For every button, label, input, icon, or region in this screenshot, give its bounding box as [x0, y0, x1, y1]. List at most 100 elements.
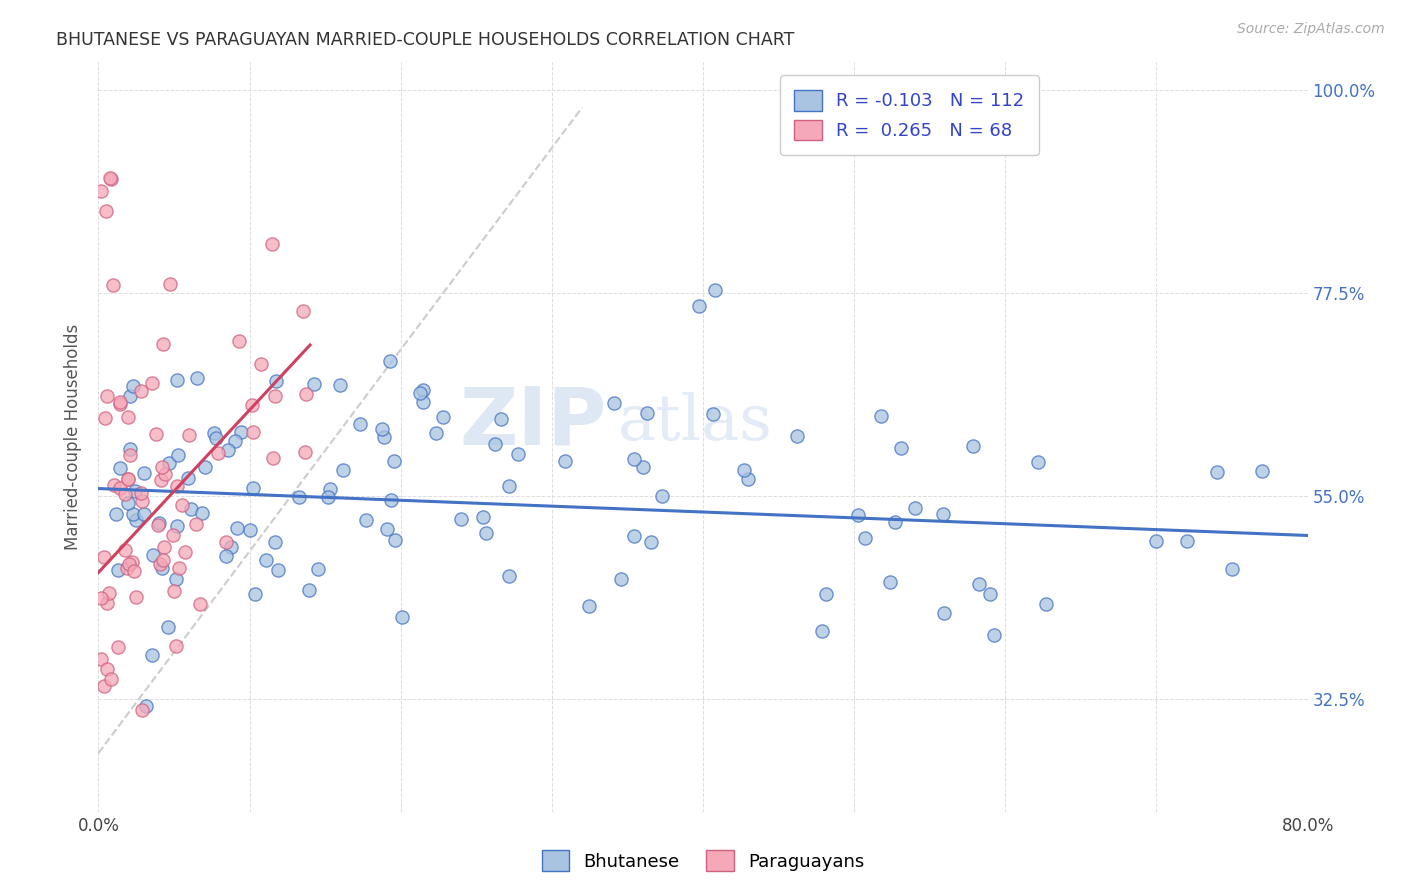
Point: [1251, 464, 1274, 478]
Point: [156, 620, 179, 634]
Point: [167, 560, 190, 574]
Point: [219, 541, 242, 555]
Point: [108, 397, 131, 411]
Point: [150, 560, 173, 574]
Legend: R = -0.103   N = 112, R =  0.265   N = 68: R = -0.103 N = 112, R = 0.265 N = 68: [780, 75, 1039, 155]
Point: [202, 425, 225, 440]
Point: [786, 429, 808, 443]
Text: BHUTANESE VS PARAGUAYAN MARRIED-COUPLE HOUSEHOLDS CORRELATION CHART: BHUTANESE VS PARAGUAYAN MARRIED-COUPLE H…: [56, 31, 794, 49]
Point: [239, 523, 262, 537]
Point: [96, 389, 118, 403]
Point: [110, 481, 132, 495]
Point: [226, 521, 249, 535]
Point: [162, 584, 184, 599]
Point: [194, 460, 217, 475]
Point: [264, 389, 287, 403]
Point: [141, 648, 163, 662]
Point: [207, 446, 229, 460]
Point: [170, 499, 193, 513]
Point: [384, 454, 406, 468]
Point: [814, 587, 837, 601]
Point: [118, 442, 141, 456]
Point: [205, 431, 228, 445]
Point: [166, 479, 188, 493]
Point: [166, 373, 188, 387]
Point: [100, 672, 122, 686]
Point: [640, 534, 662, 549]
Point: [104, 508, 127, 522]
Point: [90, 591, 112, 606]
Point: [737, 472, 759, 486]
Point: [373, 430, 395, 444]
Point: [215, 534, 238, 549]
Point: [224, 434, 246, 449]
Point: [651, 489, 673, 503]
Point: [162, 527, 184, 541]
Point: [474, 525, 496, 540]
Point: [254, 553, 277, 567]
Point: [152, 553, 174, 567]
Point: [1026, 455, 1049, 469]
Point: [145, 427, 167, 442]
Point: [318, 482, 340, 496]
Point: [702, 407, 724, 421]
Point: [354, 513, 377, 527]
Point: [1175, 533, 1198, 548]
Point: [124, 484, 146, 499]
Point: [260, 236, 283, 251]
Point: [391, 610, 413, 624]
Point: [141, 376, 163, 390]
Point: [378, 354, 401, 368]
Point: [94, 204, 117, 219]
Text: Source: ZipAtlas.com: Source: ZipAtlas.com: [1237, 22, 1385, 37]
Point: [688, 299, 710, 313]
Point: [167, 448, 190, 462]
Point: [98, 170, 121, 185]
Point: [432, 410, 454, 425]
Point: [90, 651, 112, 665]
Point: [932, 606, 955, 620]
Point: [498, 569, 520, 583]
Point: [188, 597, 211, 611]
Point: [90, 184, 112, 198]
Point: [121, 379, 143, 393]
Point: [180, 502, 202, 516]
Point: [173, 544, 195, 558]
Point: [131, 493, 153, 508]
Point: [508, 447, 530, 461]
Point: [267, 563, 290, 577]
Point: [93, 549, 115, 564]
Point: [231, 425, 253, 439]
Point: [103, 278, 125, 293]
Point: [214, 549, 236, 564]
Point: [262, 451, 284, 466]
Point: [165, 639, 187, 653]
Point: [846, 508, 869, 522]
Point: [122, 564, 145, 578]
Point: [114, 487, 136, 501]
Point: [166, 519, 188, 533]
Point: [578, 599, 600, 614]
Point: [242, 481, 264, 495]
Point: [152, 337, 174, 351]
Point: [904, 501, 927, 516]
Point: [121, 555, 143, 569]
Point: [603, 396, 626, 410]
Point: [146, 517, 169, 532]
Point: [148, 516, 170, 530]
Point: [108, 394, 131, 409]
Point: [107, 640, 129, 654]
Point: [149, 558, 172, 572]
Point: [409, 386, 432, 401]
Point: [1035, 597, 1057, 611]
Point: [631, 459, 654, 474]
Point: [1220, 562, 1243, 576]
Point: [610, 572, 633, 586]
Point: [979, 587, 1001, 601]
Point: [134, 466, 156, 480]
Point: [177, 471, 200, 485]
Point: [100, 171, 122, 186]
Point: [217, 442, 239, 457]
Point: [879, 574, 901, 589]
Point: [129, 384, 152, 399]
